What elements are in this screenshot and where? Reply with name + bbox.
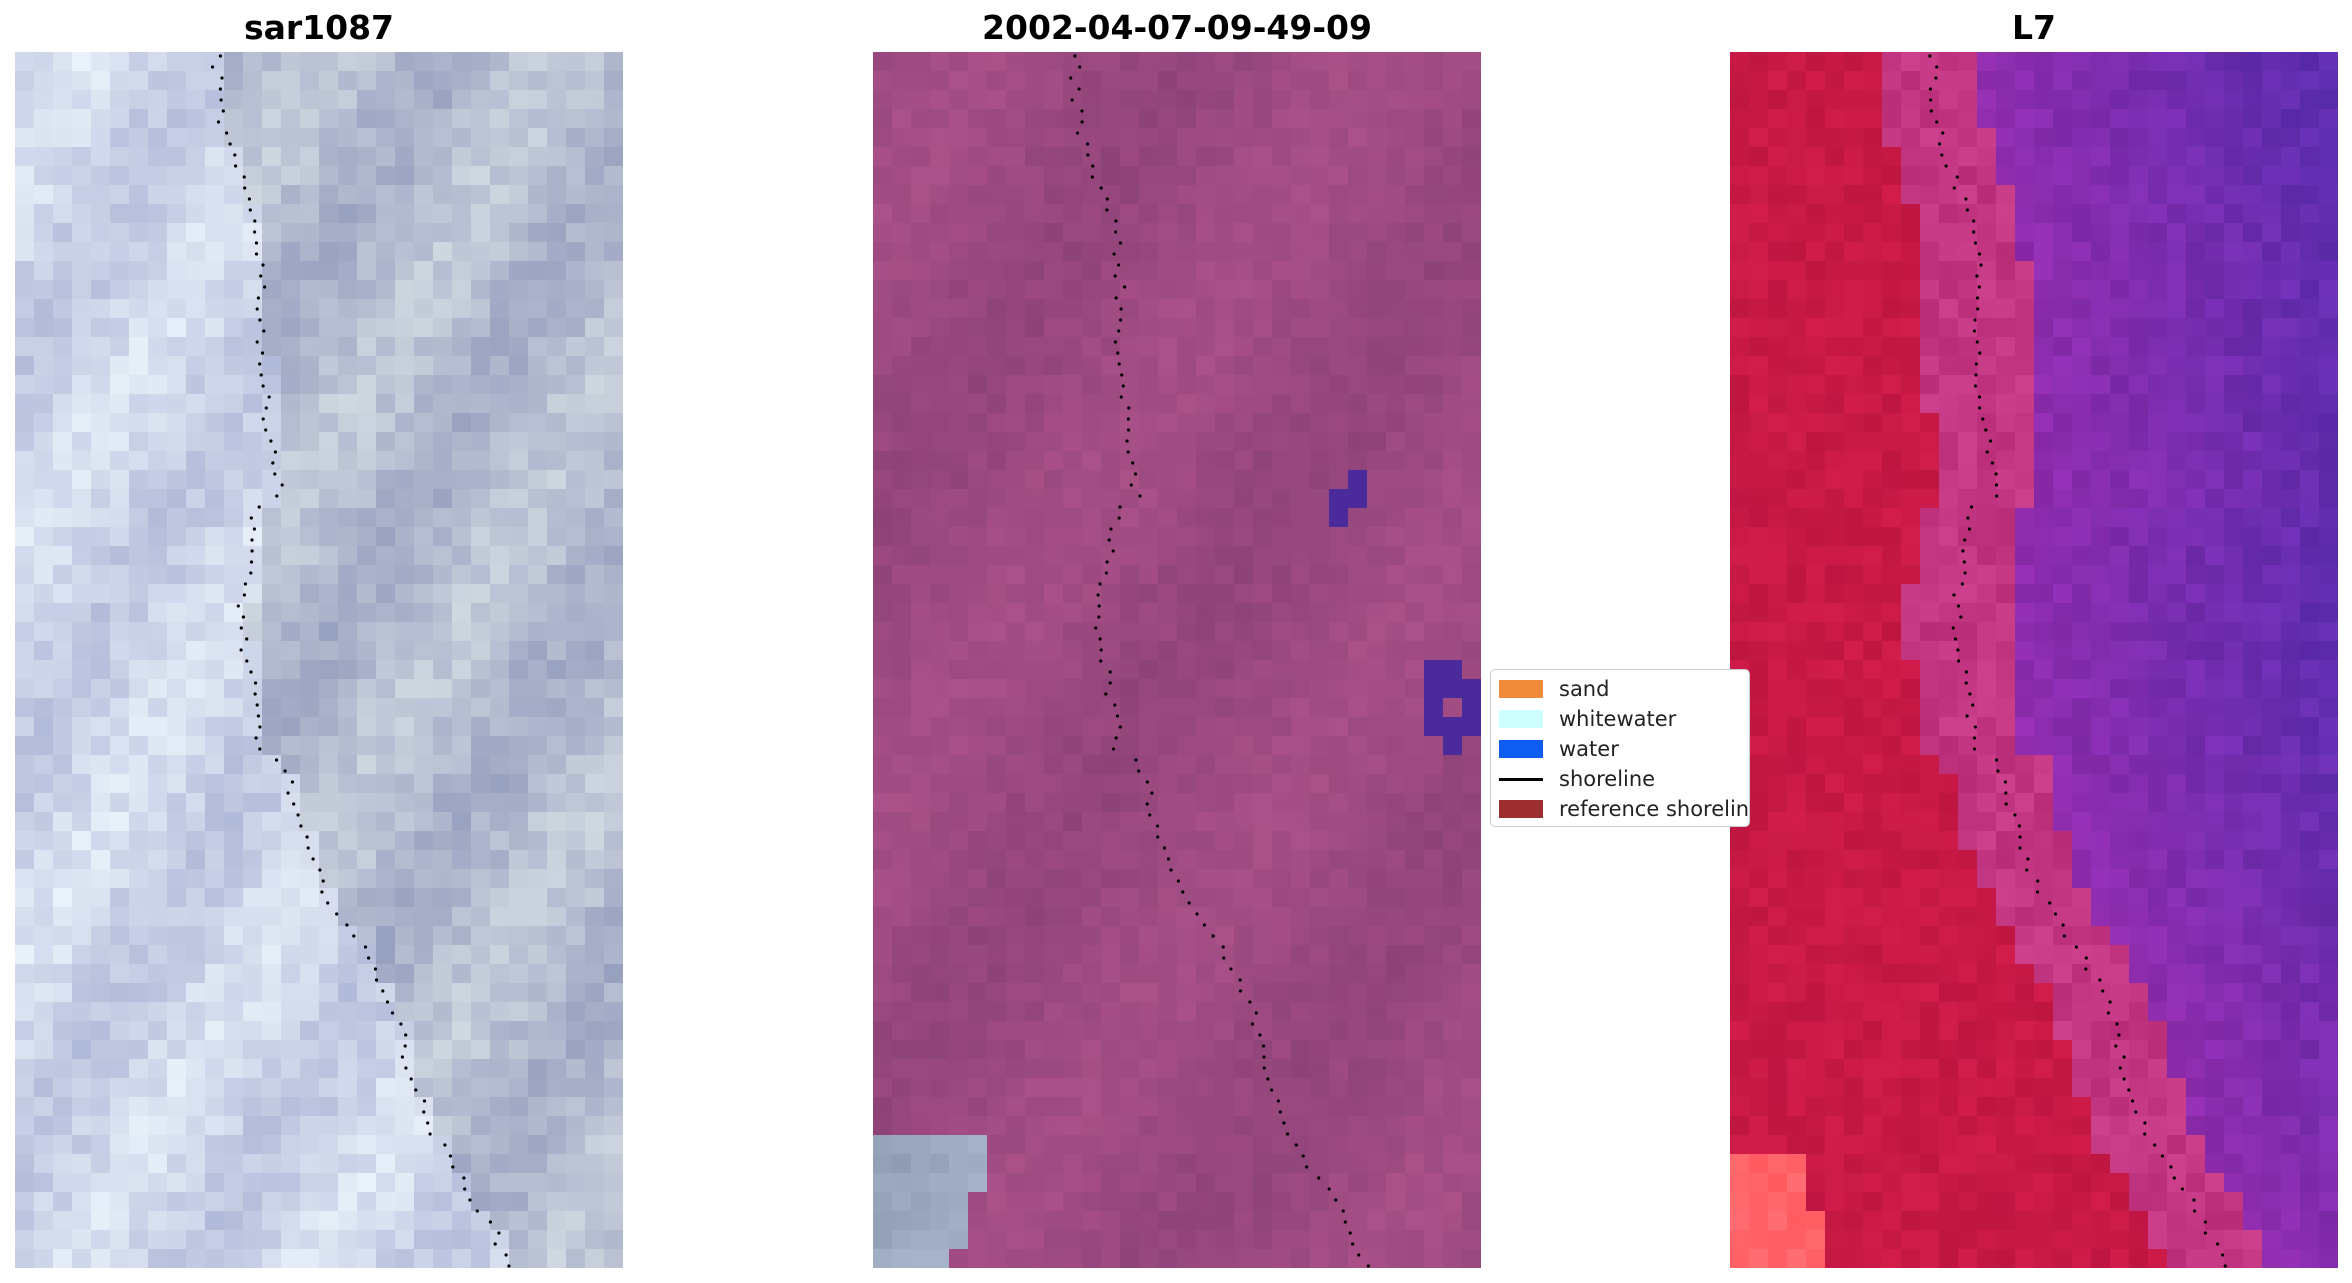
legend-item-water: water <box>1499 734 1619 764</box>
legend-label-shoreline: shoreline <box>1559 767 1656 791</box>
panel-title-sar1087: sar1087 <box>243 8 395 47</box>
legend-item-sand: sand <box>1499 674 1609 704</box>
classified-image <box>873 52 1481 1268</box>
false-color-image <box>1730 52 2338 1268</box>
legend-label-water: water <box>1559 737 1619 761</box>
shoreline-swatch <box>1499 777 1543 781</box>
panel-title-l7: L7 <box>2012 8 2056 47</box>
legend: sand whitewater water shoreline referenc… <box>1490 669 1750 827</box>
water-swatch <box>1499 740 1543 758</box>
panel-title-date: 2002-04-07-09-49-09 <box>982 8 1372 47</box>
rgb-image <box>15 52 623 1268</box>
false-color-image-panel <box>1730 52 2338 1268</box>
reference-shoreline-swatch <box>1499 800 1543 818</box>
rgb-image-panel <box>15 52 623 1268</box>
legend-label-reference-shoreline: reference shoreline <box>1559 797 1750 821</box>
legend-label-sand: sand <box>1559 677 1610 701</box>
legend-item-shoreline: shoreline <box>1499 764 1655 794</box>
whitewater-swatch <box>1499 710 1543 728</box>
sand-swatch <box>1499 680 1543 698</box>
legend-item-whitewater: whitewater <box>1499 704 1676 734</box>
legend-label-whitewater: whitewater <box>1559 707 1677 731</box>
legend-item-reference-shoreline: reference shoreline <box>1499 794 1750 824</box>
classified-image-panel <box>873 52 1481 1268</box>
